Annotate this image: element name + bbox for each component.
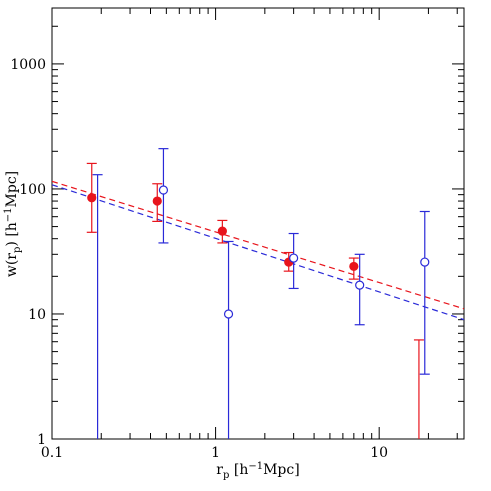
x-tick-label: 10 xyxy=(370,445,388,461)
x-tick-label: 1 xyxy=(211,445,220,461)
point xyxy=(158,185,169,195)
y-tick-label: 1 xyxy=(37,432,46,448)
fit-line xyxy=(52,184,464,321)
point xyxy=(420,257,430,267)
point xyxy=(217,226,227,236)
point xyxy=(349,261,359,272)
plot-frame xyxy=(51,7,465,440)
plot-area xyxy=(52,148,464,439)
y-axis-label: w(rp) [h−1Mpc] xyxy=(3,171,23,277)
point xyxy=(87,193,97,203)
x-axis-label: rp [h−1Mpc] xyxy=(216,461,299,481)
y-tick-label: 1000 xyxy=(10,57,46,73)
point xyxy=(152,196,162,206)
y-tick-label: 100 xyxy=(19,182,46,198)
point xyxy=(355,280,365,290)
fit-line xyxy=(52,180,464,310)
point xyxy=(289,253,299,263)
y-tick-label: 10 xyxy=(28,307,46,323)
point xyxy=(223,309,234,319)
x-tick-label: 0.1 xyxy=(41,445,63,461)
